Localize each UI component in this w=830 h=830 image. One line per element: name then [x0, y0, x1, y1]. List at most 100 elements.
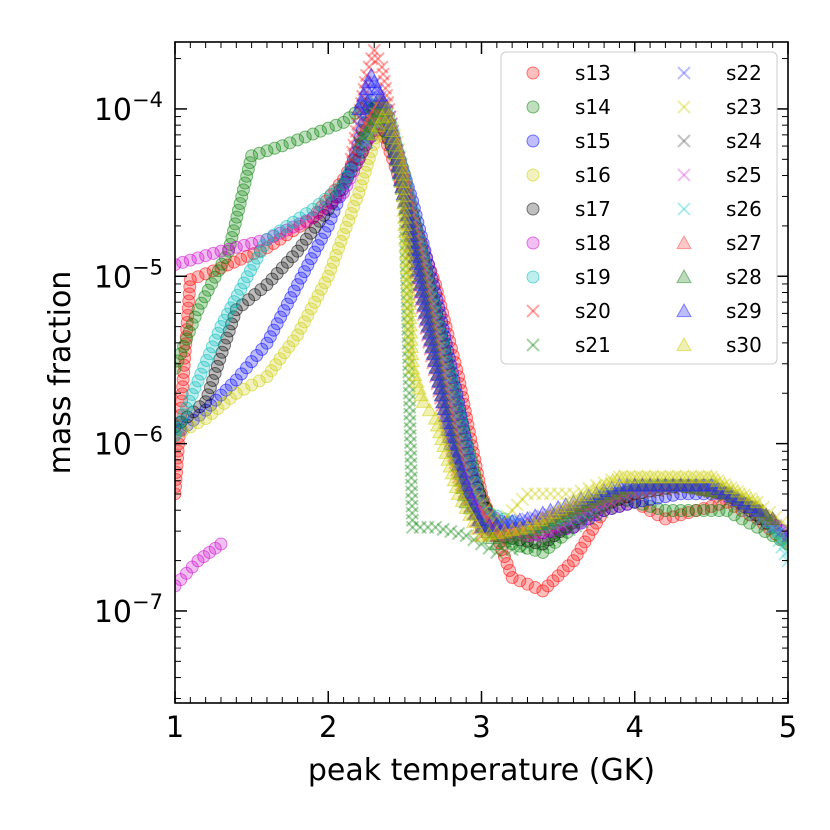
- point-s21-34: [400, 287, 414, 301]
- point-s13-146: [582, 529, 596, 543]
- point-s18-16: [222, 242, 236, 256]
- point-s20-2-stroke-a: [347, 138, 361, 152]
- point-s14-8: [191, 303, 205, 317]
- point-s13-37: [234, 252, 248, 266]
- point-s22-95: [674, 478, 688, 493]
- point-s14-144: [735, 512, 749, 526]
- point-s14-9: [194, 296, 208, 310]
- point-s19-6: [185, 387, 199, 401]
- point-s21-56-stroke-b: [403, 442, 418, 457]
- point-s21-44-stroke-a: [401, 358, 416, 372]
- point-s22-33: [415, 267, 429, 282]
- point-s18-11: [183, 253, 197, 267]
- point-s21-88-stroke-a: [562, 522, 576, 537]
- point-s21-71-stroke-b: [436, 522, 450, 537]
- point-s21-48-stroke-b: [402, 386, 417, 400]
- y-tick-label-2: 10−6: [94, 423, 163, 463]
- point-s16-30: [324, 262, 338, 276]
- point-s15-22: [277, 304, 291, 318]
- point-s16-29: [321, 269, 335, 283]
- point-s22-68-stroke-b: [472, 513, 487, 528]
- point-s19-15: [211, 326, 225, 340]
- point-s21-80: [505, 542, 519, 557]
- point-s21-82: [520, 540, 535, 554]
- point-s20-6: [352, 110, 366, 125]
- legend-label-s25: s25: [726, 163, 762, 187]
- point-s21-0-stroke-b: [352, 135, 366, 150]
- x-tick-label-0: 1: [166, 710, 184, 744]
- point-s21-57-stroke-b: [404, 449, 418, 464]
- point-s21-69-stroke-b: [421, 520, 435, 534]
- point-s19-2: [175, 415, 188, 429]
- point-s21-90-stroke-b: [575, 515, 589, 530]
- point-s20-18-stroke-b: [376, 67, 390, 81]
- point-s20-18-stroke-a: [376, 67, 390, 81]
- point-s20-4: [349, 124, 364, 138]
- point-s22-71-stroke-b: [490, 517, 504, 532]
- point-s21-34-stroke-b: [400, 287, 414, 301]
- point-s15-9: [219, 383, 233, 397]
- point-s13-145: [578, 535, 592, 549]
- point-s21-66-stroke-a: [405, 513, 420, 527]
- point-s20-16-stroke-b: [371, 52, 385, 66]
- point-s21-84-stroke-b: [536, 537, 550, 551]
- point-s21-39-stroke-b: [401, 322, 415, 337]
- point-s20-107: [643, 485, 657, 499]
- point-s14-32: [252, 146, 266, 160]
- point-s22-29-stroke-a: [409, 240, 424, 254]
- point-s16-33: [331, 241, 345, 255]
- point-s17-11: [213, 352, 227, 366]
- point-s21-94: [601, 501, 616, 515]
- point-s20-16-stroke-a: [371, 52, 385, 66]
- point-s21-51-stroke-b: [403, 407, 417, 421]
- point-s19-36: [299, 207, 313, 221]
- point-s14-37: [291, 133, 305, 147]
- point-s22-30-stroke-a: [411, 246, 425, 261]
- point-s21-94-stroke-a: [601, 501, 616, 515]
- point-s22-35: [418, 281, 432, 295]
- point-s19-153: [781, 537, 788, 551]
- point-s22-87: [612, 487, 627, 501]
- point-s19-9: [194, 367, 208, 381]
- point-s22-106-stroke-b: [750, 503, 765, 518]
- point-s21-60-stroke-a: [404, 471, 419, 485]
- point-s22-85: [597, 492, 611, 507]
- point-s21-32-stroke-a: [399, 273, 414, 287]
- point-s21-78: [490, 545, 504, 560]
- point-s19-46: [350, 149, 364, 163]
- point-s21-34-stroke-a: [400, 287, 414, 301]
- point-s19-152: [776, 531, 788, 545]
- point-s14-14: [211, 264, 225, 278]
- y-tick-label-0: 10−4: [94, 88, 163, 128]
- point-s19-43: [340, 170, 354, 184]
- point-s13-131: [503, 564, 517, 578]
- point-s22-73-stroke-b: [505, 515, 519, 529]
- point-s22-35-stroke-b: [418, 281, 432, 295]
- point-s20-17-stroke-a: [375, 60, 389, 74]
- point-s19-3: [177, 408, 191, 422]
- point-s23-36-stroke-a: [427, 313, 441, 327]
- point-s19-31: [267, 228, 281, 242]
- point-s21-89-stroke-a: [568, 519, 583, 533]
- point-s14-143: [727, 508, 741, 522]
- point-s20-15: [367, 43, 381, 58]
- point-s22-106-stroke-a: [750, 503, 765, 518]
- point-s20-122: [750, 503, 765, 518]
- point-s21-98-stroke-b: [628, 487, 642, 501]
- point-s20-17: [375, 60, 389, 74]
- point-s19-14: [208, 333, 222, 347]
- point-s20-89-stroke-a: [520, 528, 535, 543]
- point-s21-65: [405, 506, 419, 520]
- point-s22-96: [681, 478, 696, 493]
- point-s20-105-stroke-a: [628, 487, 642, 501]
- point-s21-66: [405, 513, 420, 527]
- point-s14-5: [182, 325, 196, 339]
- point-s20-18: [376, 67, 390, 81]
- point-s19-111: [490, 509, 504, 523]
- point-s19-0: [175, 428, 182, 442]
- point-s21-82-stroke-a: [520, 540, 535, 554]
- point-s19-1: [175, 421, 185, 435]
- point-s21-115-stroke-b: [750, 503, 765, 518]
- point-s14-15: [215, 257, 229, 271]
- point-s21-5-stroke-a: [364, 100, 379, 115]
